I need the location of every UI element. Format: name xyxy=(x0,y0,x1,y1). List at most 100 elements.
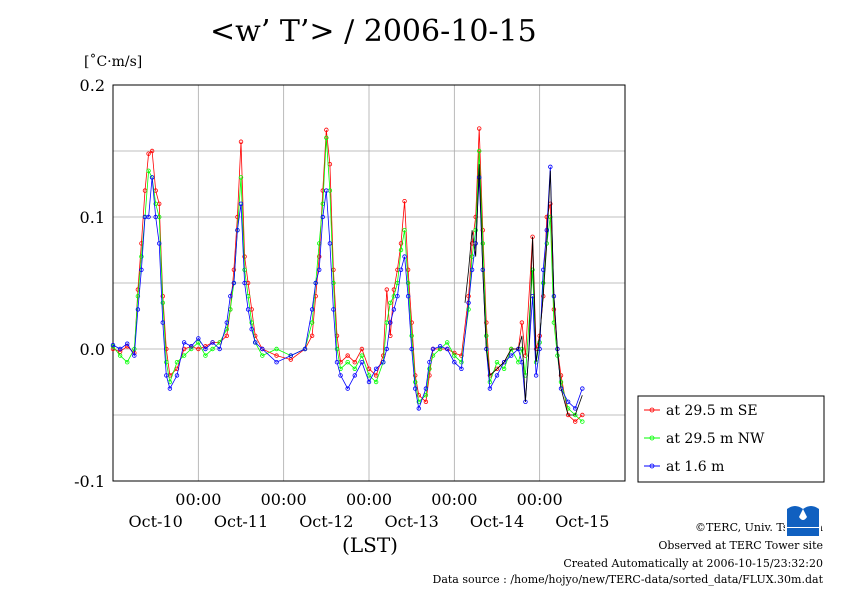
data-point xyxy=(345,386,350,391)
x-date-label: Oct-13 xyxy=(385,512,439,531)
data-point xyxy=(402,198,407,204)
data-point xyxy=(153,201,158,206)
data-point xyxy=(402,227,407,233)
data-point xyxy=(494,373,500,378)
data-point xyxy=(210,346,215,352)
data-point xyxy=(477,148,482,154)
terc-logo xyxy=(785,503,821,537)
data-point xyxy=(452,360,457,365)
y-tick-label: 0.0 xyxy=(80,340,105,359)
data-point xyxy=(398,241,404,246)
data-point xyxy=(405,294,411,299)
data-point xyxy=(388,320,393,325)
data-point xyxy=(238,175,244,180)
data-point xyxy=(459,366,464,371)
data-point xyxy=(196,346,201,352)
data-point xyxy=(409,346,414,352)
data-point xyxy=(466,300,471,305)
data-point xyxy=(427,360,432,365)
legend-label: at 29.5 m NW xyxy=(666,431,765,447)
data-point xyxy=(580,386,585,391)
data-point xyxy=(565,399,571,404)
data-point xyxy=(423,386,429,391)
data-point xyxy=(430,346,436,352)
series-line xyxy=(112,128,583,423)
data-point xyxy=(366,373,372,378)
data-point xyxy=(548,214,553,220)
legend-swatch-marker xyxy=(649,407,655,413)
data-point xyxy=(352,366,357,371)
data-point xyxy=(437,344,443,349)
source-text: Data source : /home/hojyo/new/TERC-data/… xyxy=(432,573,824,586)
data-point xyxy=(249,327,254,332)
data-point xyxy=(334,346,340,352)
data-point xyxy=(228,294,233,299)
series-line xyxy=(112,137,583,422)
data-point xyxy=(146,214,151,220)
x-date-label: Oct-15 xyxy=(555,512,609,531)
data-point xyxy=(157,241,162,246)
x-tick-label: 00:00 xyxy=(431,490,477,509)
x-tick-label: 00:00 xyxy=(517,490,563,509)
chart-title: <w’ T’> / 2006-10-15 xyxy=(210,14,537,49)
data-point xyxy=(409,333,414,338)
data-point xyxy=(149,175,155,180)
data-point xyxy=(427,366,432,371)
data-point xyxy=(413,386,418,391)
data-point xyxy=(501,366,507,371)
data-point xyxy=(317,254,322,259)
data-point xyxy=(381,360,386,365)
legend-label: at 1.6 m xyxy=(666,459,724,475)
data-point xyxy=(484,320,489,325)
data-point xyxy=(373,379,379,385)
legend-swatch-marker xyxy=(649,463,655,469)
data-point xyxy=(480,241,485,246)
x-tick-label: 00:00 xyxy=(346,490,392,509)
data-point xyxy=(231,267,237,272)
data-point xyxy=(359,346,365,352)
created-text: Created Automatically at 2006-10-15/23:3… xyxy=(563,557,823,570)
data-point xyxy=(402,254,407,259)
data-point xyxy=(309,307,315,312)
data-point xyxy=(477,126,482,131)
data-point xyxy=(452,353,457,358)
data-point xyxy=(174,373,180,378)
data-point xyxy=(359,360,365,365)
data-point xyxy=(160,320,165,325)
data-point xyxy=(437,346,443,352)
data-point xyxy=(494,366,500,371)
data-point xyxy=(288,353,293,358)
series-line xyxy=(112,166,583,410)
plot-frame xyxy=(112,84,626,482)
data-point xyxy=(217,346,222,352)
data-point xyxy=(160,300,165,305)
data-point xyxy=(523,353,528,358)
data-point xyxy=(146,168,151,173)
data-point xyxy=(423,393,429,398)
data-point xyxy=(494,360,500,365)
x-date-label: Oct-10 xyxy=(129,512,183,531)
data-point xyxy=(533,373,539,378)
y-tick-label: 0.2 xyxy=(80,76,105,95)
data-point xyxy=(501,360,507,365)
data-point xyxy=(210,340,215,345)
data-point xyxy=(580,412,585,418)
data-point xyxy=(359,353,365,358)
data-point xyxy=(245,307,251,312)
observed-text: Observed at TERC Tower site xyxy=(658,539,823,552)
data-point xyxy=(459,353,464,358)
x-axis-label: (LST) xyxy=(342,533,398,557)
data-point xyxy=(541,280,546,286)
data-point xyxy=(203,346,208,352)
data-point xyxy=(558,379,564,385)
data-point xyxy=(395,294,400,299)
x-date-label: Oct-11 xyxy=(214,512,268,531)
data-point xyxy=(573,406,578,411)
data-point xyxy=(580,419,585,424)
data-point xyxy=(274,360,279,365)
data-point xyxy=(388,300,393,305)
data-point xyxy=(309,320,315,325)
data-point xyxy=(181,353,187,358)
data-point xyxy=(117,346,123,352)
data-point xyxy=(544,227,549,233)
